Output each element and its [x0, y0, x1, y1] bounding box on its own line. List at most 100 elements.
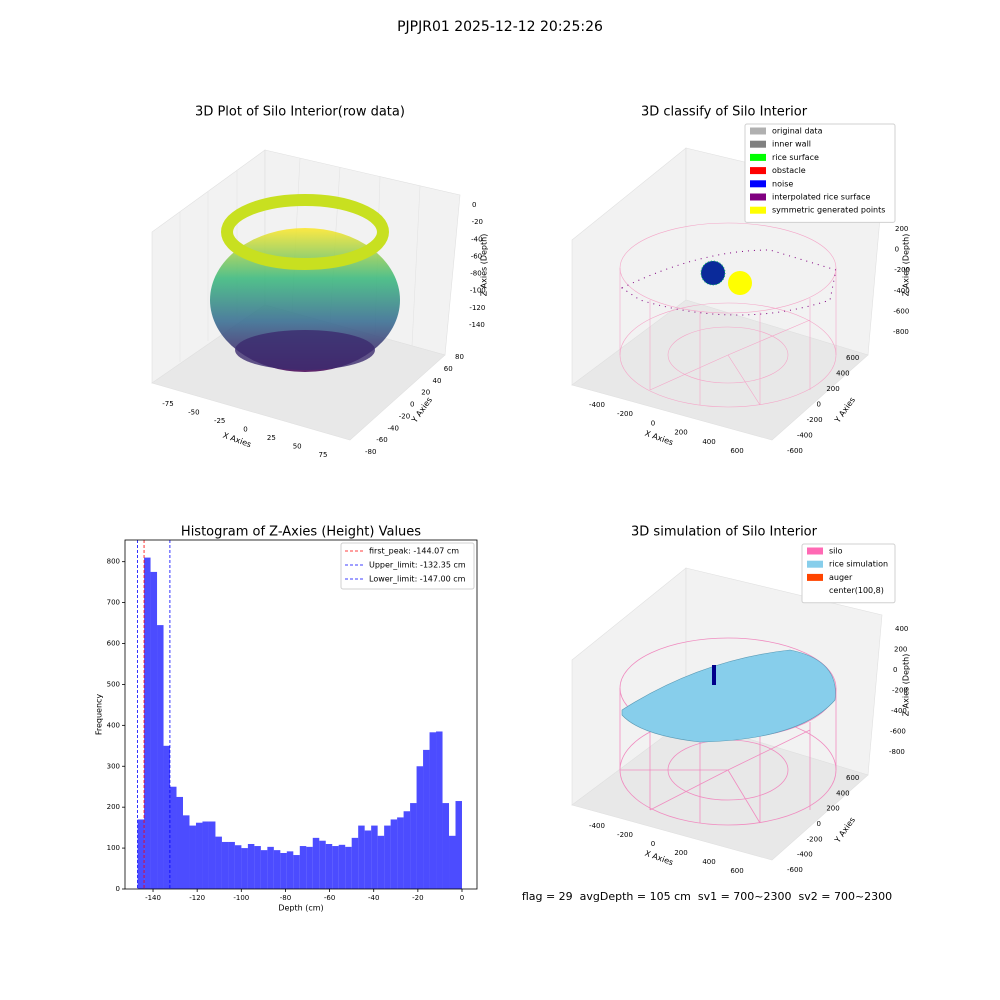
bar	[260, 850, 268, 889]
y-tick-label: 400	[107, 721, 120, 729]
bar	[163, 745, 171, 889]
bar	[325, 843, 333, 889]
bar	[429, 732, 437, 889]
bar	[351, 837, 359, 889]
subplot-title: Histogram of Z-Axies (Height) Values	[181, 525, 421, 540]
y-tick-label: 200	[107, 803, 120, 811]
axis-label: Z Axies (Depth)	[902, 654, 911, 717]
legend-patch	[750, 206, 766, 214]
bar	[390, 819, 398, 889]
legend-patch	[750, 193, 766, 201]
z-tick-label: -140	[469, 321, 485, 329]
z-tick-label: -800	[893, 328, 909, 336]
x-tick-label: -60	[324, 894, 335, 902]
legend-label: silo	[829, 547, 843, 556]
bar	[286, 851, 294, 889]
x-tick-label: -120	[189, 894, 205, 902]
bar	[150, 571, 158, 889]
bar	[189, 825, 196, 889]
y-tick-label: -600	[787, 447, 803, 455]
y-tick-label: 700	[107, 599, 120, 607]
legend-label: Upper_limit: -132.35 cm	[369, 561, 466, 570]
legend-label: noise	[772, 179, 793, 188]
y-tick-label: -80	[365, 448, 376, 456]
bar	[442, 803, 450, 889]
bar	[241, 848, 248, 889]
bar	[364, 830, 372, 889]
y-tick-label: 40	[433, 377, 442, 385]
bar	[195, 822, 203, 889]
axes3d-1	[151, 149, 461, 441]
bar	[345, 846, 352, 889]
bar	[176, 796, 183, 889]
z-tick-label: 200	[895, 225, 908, 233]
y-tick-label: -600	[787, 866, 803, 874]
legend-label: original data	[772, 127, 823, 136]
legend-label: first_peak: -144.07 cm	[369, 547, 459, 556]
x-tick-label: 400	[702, 858, 715, 866]
x-tick-label: -75	[162, 400, 173, 408]
bar	[436, 731, 443, 889]
bar	[208, 821, 216, 889]
legend-patch	[807, 573, 823, 581]
x-tick-label: 0	[460, 894, 464, 902]
z-tick-label: 200	[894, 646, 907, 654]
bar	[332, 846, 339, 889]
z-tick-label: -800	[889, 748, 905, 756]
bar	[410, 803, 417, 889]
y-tick-label: 0	[116, 885, 120, 893]
legend-patch	[750, 167, 766, 175]
x-tick-label: -200	[617, 831, 633, 839]
x-tick-label: 200	[674, 429, 687, 437]
plot-frame	[124, 539, 478, 890]
legend-box	[340, 542, 475, 590]
bar	[371, 825, 378, 889]
y-tick-label: 0	[410, 401, 414, 409]
axis-label: X Axies	[222, 431, 253, 450]
y-tick-label: 80	[455, 353, 464, 361]
y-tick-label: -200	[807, 416, 823, 424]
y-tick-label: 500	[107, 680, 120, 688]
legend-patch	[807, 547, 823, 555]
bar	[449, 835, 456, 889]
x-tick-label: -100	[233, 894, 249, 902]
bar	[228, 841, 235, 889]
x-tick-label: -400	[589, 822, 605, 830]
legend-label: obstacle	[772, 166, 806, 175]
x-tick-label: -40	[368, 894, 379, 902]
legend-patch	[750, 153, 766, 161]
bar	[423, 749, 430, 889]
axis-label: Z Axies (Depth)	[480, 234, 489, 297]
bar	[403, 811, 411, 889]
axis-label: Z Axies (Depth)	[902, 234, 911, 297]
legend-label: rice simulation	[829, 560, 888, 569]
bar	[144, 557, 151, 889]
legend-label: center(100,8)	[829, 586, 884, 595]
bar	[170, 786, 177, 889]
z-tick-label: -80	[470, 270, 481, 278]
z-tick-label: -100	[470, 287, 486, 295]
y-tick-label: 400	[836, 789, 849, 797]
bar	[455, 801, 462, 889]
bar	[234, 845, 242, 889]
x-tick-label: -50	[188, 409, 199, 417]
y-tick-label: -400	[797, 851, 813, 859]
y-tick-label: 60	[444, 365, 453, 373]
axis-label: Y Axies	[832, 396, 857, 426]
bar	[384, 825, 391, 889]
subplot-title: 3D classify of Silo Interior	[641, 105, 808, 120]
bar	[137, 819, 145, 889]
z-tick-label: -400	[894, 287, 910, 295]
z-tick-label: 0	[893, 666, 897, 674]
y-tick-label: 800	[107, 558, 120, 566]
subplot-title: 3D Plot of Silo Interior(row data)	[195, 105, 405, 120]
legend-box	[801, 543, 896, 604]
bar	[182, 815, 190, 889]
y-tick-label: 20	[421, 389, 430, 397]
y-tick-label: -200	[807, 835, 823, 843]
y-tick-label: 400	[836, 370, 849, 378]
y-tick-label: 200	[826, 805, 839, 813]
y-axis-label: Frequency	[95, 694, 104, 736]
y-tick-label: -60	[376, 436, 387, 444]
